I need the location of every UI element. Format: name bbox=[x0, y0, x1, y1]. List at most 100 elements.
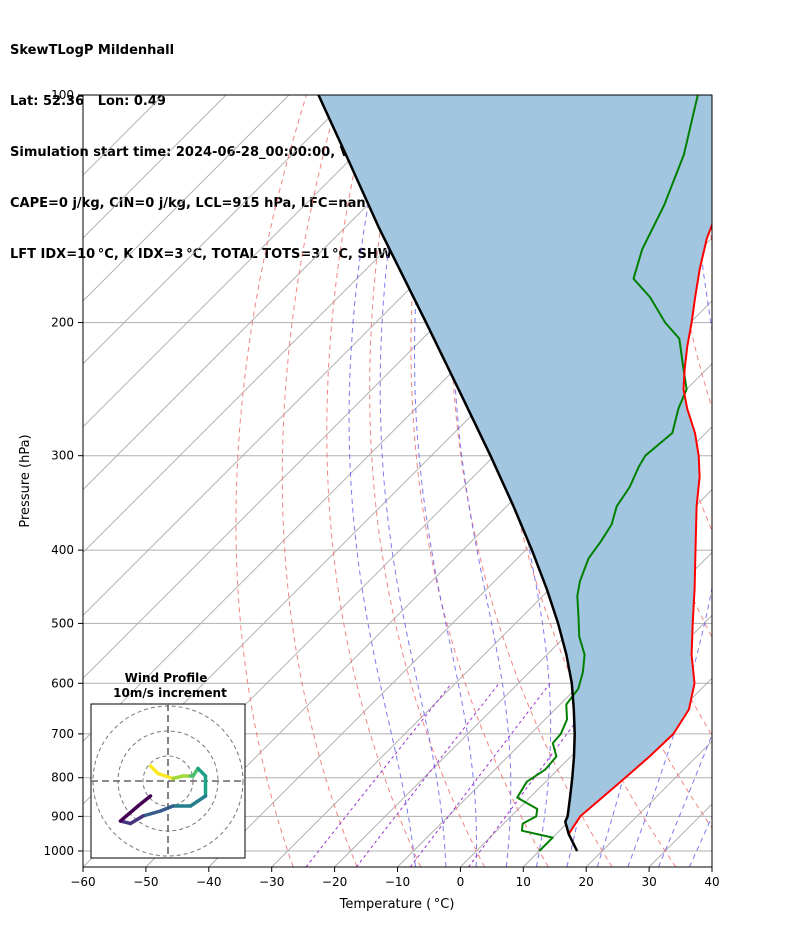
wind-barb-flag bbox=[740, 399, 749, 408]
wind-barb-flag bbox=[754, 288, 757, 300]
title-station: SkewTLogP Mildenhall bbox=[10, 43, 175, 58]
x-axis-label: Temperature ( °C) bbox=[339, 897, 455, 912]
wind-barb-flag bbox=[754, 649, 757, 661]
x-tick-label: 10 bbox=[516, 875, 531, 889]
wind-barb bbox=[712, 678, 757, 690]
y-tick-label: 300 bbox=[51, 449, 74, 463]
wind-barb-flag bbox=[745, 778, 748, 790]
wind-barb-flag bbox=[740, 526, 749, 535]
wind-barb bbox=[711, 363, 754, 376]
wind-barb-flag bbox=[745, 799, 748, 811]
wind-barb-flag bbox=[749, 253, 751, 259]
wind-barb-flag bbox=[742, 365, 749, 375]
wind-barb bbox=[711, 435, 757, 456]
wind-barb bbox=[711, 809, 741, 850]
dewpoint-line bbox=[516, 95, 699, 852]
wind-barb bbox=[711, 212, 712, 214]
y-tick-label: 200 bbox=[51, 316, 74, 330]
x-tick-label: 0 bbox=[457, 875, 465, 889]
wind-barb-staff bbox=[711, 820, 712, 822]
wind-barb bbox=[711, 756, 748, 790]
wind-barb-flag bbox=[744, 437, 753, 446]
wind-barb-staff bbox=[711, 414, 712, 415]
wind-barb-flag bbox=[748, 394, 757, 403]
cin-cape-shading bbox=[318, 95, 712, 851]
temperature-line bbox=[567, 222, 712, 852]
wind-barb bbox=[711, 521, 757, 542]
dry-adiabat-line bbox=[235, 95, 307, 867]
y-tick-label: 1000 bbox=[43, 844, 74, 858]
wind-barb-flag bbox=[735, 839, 741, 850]
wind-barb-flag bbox=[742, 570, 749, 580]
wind-barb bbox=[711, 476, 757, 497]
wind-barb-flag bbox=[735, 401, 744, 410]
isotherm-line bbox=[397, 551, 712, 867]
isotherm-line bbox=[83, 95, 416, 428]
wind-barb-flag bbox=[735, 881, 741, 892]
hodograph-segment bbox=[148, 764, 160, 776]
wind-barb-staff bbox=[711, 797, 712, 799]
x-tick-label: −40 bbox=[196, 875, 221, 889]
wind-barb-staff bbox=[711, 756, 712, 758]
isotherm-line bbox=[334, 488, 712, 867]
x-tick-label: −60 bbox=[70, 875, 95, 889]
y-axis-label: Pressure (hPa) bbox=[18, 434, 33, 527]
hodograph-segment bbox=[158, 804, 175, 813]
dry-adiabat-line bbox=[763, 95, 794, 867]
mixing-ratio-line bbox=[355, 682, 500, 867]
wind-barb bbox=[711, 569, 754, 582]
isotherm-line bbox=[83, 95, 227, 239]
wind-barb bbox=[711, 394, 757, 415]
y-tick-label: 400 bbox=[51, 543, 74, 557]
wind-barb-flag bbox=[735, 483, 744, 492]
mixing-ratio-line bbox=[305, 682, 452, 867]
wind-barb-flag bbox=[735, 827, 741, 838]
wind-barb bbox=[712, 288, 757, 300]
wind-barb-flag bbox=[747, 569, 754, 579]
mixing-ratio-line bbox=[409, 682, 551, 867]
wind-barb bbox=[711, 830, 712, 832]
wind-barb-flag bbox=[744, 325, 748, 330]
wind-barb-flag bbox=[748, 324, 753, 335]
wind-barb-flag bbox=[735, 528, 744, 537]
y-tick-label: 900 bbox=[51, 809, 74, 823]
wind-barb-flag bbox=[747, 363, 754, 373]
wind-barb bbox=[711, 797, 741, 838]
wind-barb-flag bbox=[750, 748, 751, 760]
hodograph-segment bbox=[188, 794, 208, 808]
moist-adiabat-line bbox=[348, 205, 416, 867]
wind-barb-staff bbox=[711, 541, 712, 542]
wind-barb-staff bbox=[711, 733, 712, 735]
wind-barb bbox=[711, 777, 748, 811]
wind-barb-flag bbox=[735, 871, 741, 882]
wind-barb bbox=[711, 733, 751, 760]
wind-barb-staff bbox=[711, 374, 712, 376]
wind-barb-flag bbox=[749, 649, 752, 661]
hodograph-segment bbox=[156, 771, 175, 781]
wind-barb-staff bbox=[711, 777, 712, 779]
wind-barb-flag bbox=[754, 678, 757, 690]
wind-barb-flag bbox=[753, 712, 754, 724]
isotherm-line bbox=[83, 95, 290, 302]
wind-barb-flag bbox=[731, 486, 737, 490]
moist-adiabat-line bbox=[627, 110, 712, 867]
wind-barb-flag bbox=[748, 476, 757, 485]
isotherm-line bbox=[83, 95, 353, 365]
wind-barb-staff bbox=[711, 830, 712, 832]
wind-barb bbox=[711, 820, 741, 861]
wind-barb-flag bbox=[748, 521, 757, 530]
wind-barb-flag bbox=[754, 617, 757, 629]
wind-barb-flag bbox=[748, 435, 757, 444]
moist-adiabat-line bbox=[452, 110, 512, 867]
wind-barb-flag bbox=[744, 396, 753, 405]
wind-barb-flag bbox=[735, 442, 744, 451]
dry-adiabat-line bbox=[326, 95, 422, 867]
wind-barb-flag bbox=[749, 678, 752, 684]
wind-barb-flag bbox=[735, 850, 741, 861]
profile-lines bbox=[317, 95, 712, 852]
x-tick-label: −10 bbox=[385, 875, 410, 889]
parcel-path-line bbox=[317, 95, 579, 852]
wind-profile-inset: Wind Profile 10m/s increment bbox=[90, 671, 246, 859]
y-tick-label: 100 bbox=[51, 88, 74, 102]
